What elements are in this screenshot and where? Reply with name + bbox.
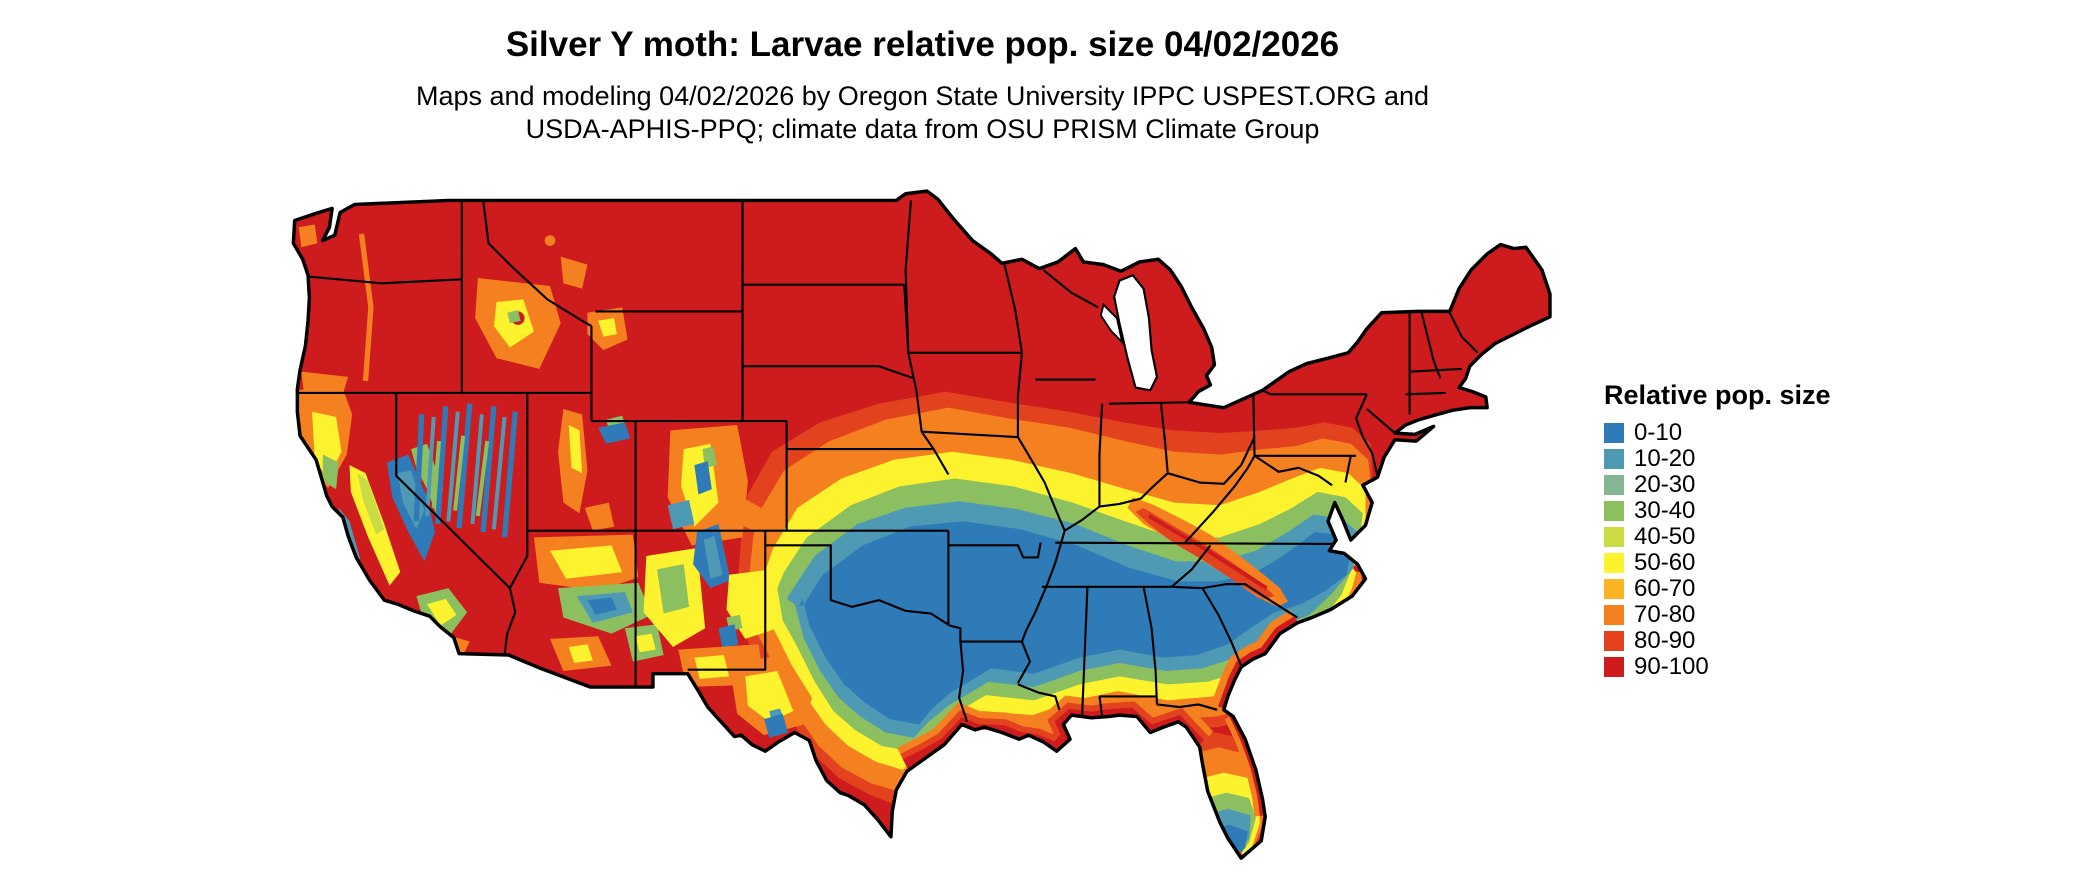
davis-mtns-blue	[763, 713, 788, 738]
legend-label: 40-50	[1634, 523, 1696, 550]
legend-swatch-20-30	[1604, 475, 1624, 495]
legend-item: 90-100	[1604, 653, 1904, 680]
legend-label: 50-60	[1634, 549, 1696, 576]
legend-label: 80-90	[1634, 627, 1696, 654]
subtitle-line-1: Maps and modeling 04/02/2026 by Oregon S…	[415, 81, 1430, 111]
legend-label: 10-20	[1634, 445, 1696, 472]
legend-item: 0-10	[1604, 419, 1904, 446]
us-map-svg	[291, 189, 1552, 889]
us-outline	[291, 189, 1552, 860]
legend-swatch-30-40	[1604, 501, 1624, 521]
band-0-10	[798, 521, 1351, 725]
arizona-north-yellow	[550, 545, 623, 579]
legend-swatch-50-60	[1604, 553, 1624, 573]
west-texas-yellow	[745, 671, 794, 722]
map-subtitle: Maps and modeling 04/02/2026 by Oregon S…	[0, 80, 1845, 146]
legend-swatch-60-70	[1604, 579, 1624, 599]
nm-west-green	[656, 564, 690, 614]
nevada-range-stripes	[413, 403, 518, 538]
legend-swatch-40-50	[1604, 527, 1624, 547]
legend-item: 70-80	[1604, 601, 1904, 628]
south-utah-orange	[584, 502, 615, 531]
legend-swatch-70-80	[1604, 605, 1624, 625]
legend-item: 50-60	[1604, 549, 1904, 576]
colorado-se-orange	[737, 494, 762, 532]
san-juan-teal	[667, 499, 695, 530]
florida-tip-yellow	[1214, 872, 1233, 887]
legend-swatch-10-20	[1604, 449, 1624, 469]
florida-tip-green	[1208, 861, 1240, 884]
legend-item: 10-20	[1604, 445, 1904, 472]
sangre-de-cristo-teal	[703, 535, 723, 579]
map-legend: Relative pop. size 0-10 10-20 20-30 30-4…	[1604, 380, 1904, 680]
wasatch-yellow	[568, 425, 583, 474]
subtitle-line-2: USDA-APHIS-PPQ; climate data from OSU PR…	[525, 114, 1320, 144]
legend-item: 60-70	[1604, 575, 1904, 602]
idaho-green-dot	[507, 310, 521, 324]
central-valley-yellowgreen	[357, 473, 385, 535]
norcal-green	[322, 454, 339, 490]
yellowstone-yellow	[598, 318, 617, 337]
uinta-blue	[598, 422, 631, 444]
montana-west-orange	[560, 256, 588, 289]
appalachian-centerline	[1147, 514, 1268, 590]
lake-michigan	[1113, 274, 1159, 392]
legend-swatch-80-90	[1604, 631, 1624, 651]
socal-yellow	[427, 598, 457, 626]
florida-tip-red	[1221, 881, 1232, 889]
legend-swatch-90-100	[1604, 657, 1624, 677]
nm-south-yellow	[694, 654, 730, 680]
legend-swatch-0-10	[1604, 423, 1624, 443]
us-distribution-map	[288, 187, 1558, 889]
state-borders	[298, 200, 1479, 723]
legend-label: 0-10	[1634, 419, 1683, 446]
legend-label: 90-100	[1634, 653, 1709, 680]
mogollon-blue	[587, 597, 617, 615]
legend-label: 20-30	[1634, 471, 1696, 498]
legend-rows: 0-10 10-20 20-30 30-40 40-50 50-60 60-70…	[1604, 419, 1904, 680]
map-color-layers	[293, 191, 1550, 889]
colorado-blue	[694, 461, 712, 495]
legend-label: 70-80	[1634, 601, 1696, 628]
legend-title: Relative pop. size	[1604, 380, 1831, 410]
legend-item: 40-50	[1604, 523, 1904, 550]
map-title: Silver Y moth: Larvae relative pop. size…	[505, 25, 1340, 64]
cascades-orange-line	[358, 233, 374, 382]
sacramento-mtns-blue	[718, 624, 739, 649]
legend-item: 20-30	[1604, 471, 1904, 498]
green-bay	[1099, 302, 1124, 346]
arizona-south-yellow	[568, 644, 593, 663]
legend-item: 30-40	[1604, 497, 1904, 524]
montana-orange-speck	[544, 235, 556, 246]
arizona-se-yellow	[635, 633, 656, 653]
legend-item: 80-90	[1604, 627, 1904, 654]
olympic-orange	[298, 224, 318, 248]
legend-label: 60-70	[1634, 575, 1696, 602]
legend-label: 30-40	[1634, 497, 1696, 524]
